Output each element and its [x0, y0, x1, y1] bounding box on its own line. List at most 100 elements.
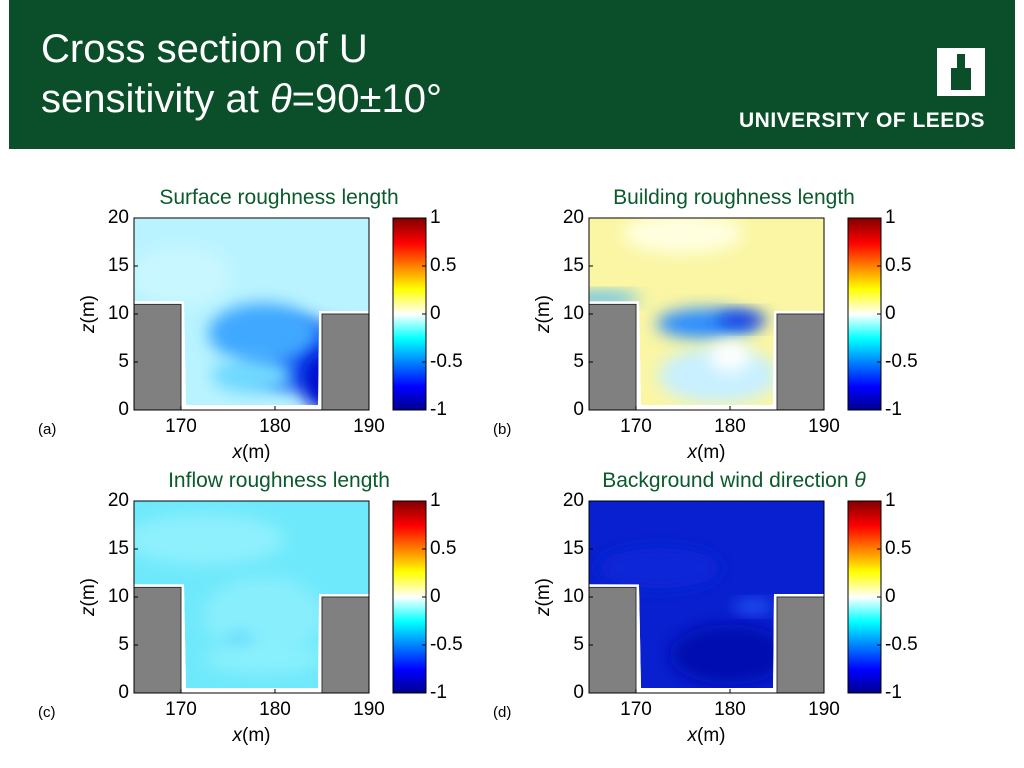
colorbar-tick-label: 0 — [885, 303, 896, 324]
field-blob — [670, 624, 790, 685]
panel-title-symbol: θ — [854, 469, 866, 492]
logo-icon — [937, 48, 985, 96]
y-axis-label: z(m) — [533, 578, 554, 617]
x-tick-label: 180 — [259, 416, 291, 437]
y-tick-label: 10 — [108, 586, 129, 607]
x-tick-label: 190 — [808, 699, 840, 720]
slide-title: Cross section of U sensitivity at θ=90±1… — [41, 24, 442, 124]
title-text: sensitivity at — [41, 77, 270, 121]
y-tick-label: 10 — [563, 303, 584, 324]
field — [589, 501, 824, 688]
y-tick-label: 5 — [573, 351, 584, 372]
colorbar-tick-label: 0.5 — [885, 538, 911, 559]
y-tick-label: 0 — [573, 399, 584, 420]
y-axis-unit: (m) — [78, 578, 99, 606]
y-tick-label: 15 — [108, 538, 129, 559]
colorbar-tick-label: 0 — [430, 586, 441, 607]
title-text: =90±10° — [291, 77, 442, 121]
field — [589, 218, 824, 405]
y-tick-label: 0 — [118, 682, 129, 703]
field-blob — [134, 514, 285, 565]
y-tick-label: 0 — [118, 399, 129, 420]
y-axis-symbol: z — [78, 323, 99, 334]
building — [588, 586, 637, 694]
y-axis-unit: (m) — [533, 295, 554, 323]
building — [133, 303, 182, 411]
colorbar-tick-label: -1 — [885, 399, 902, 420]
panel-title-text: Inflow roughness length — [168, 469, 390, 492]
colorbar-tick-label: 0 — [430, 303, 441, 324]
panel-title: Building roughness length — [613, 186, 855, 209]
x-tick-label: 170 — [620, 416, 652, 437]
x-axis-symbol: x — [232, 442, 244, 463]
x-axis-symbol: x — [232, 725, 244, 746]
y-tick-label: 20 — [108, 207, 129, 228]
y-tick-label: 5 — [573, 634, 584, 655]
y-axis-label: z(m) — [533, 295, 554, 334]
field-blob — [733, 600, 774, 613]
title-symbol: θ — [269, 77, 292, 121]
field-blob — [599, 548, 720, 589]
header-banner: Cross section of U sensitivity at θ=90±1… — [9, 0, 1015, 149]
panel-title: Inflow roughness length — [168, 469, 390, 492]
y-axis-symbol: z — [78, 606, 99, 617]
y-axis-label: z(m) — [78, 578, 99, 617]
x-axis-symbol: x — [687, 442, 699, 463]
y-tick-label: 15 — [563, 255, 584, 276]
field-blob — [134, 245, 231, 306]
building — [588, 303, 637, 411]
colorbar-tick-label: 0.5 — [430, 255, 456, 276]
title-line: sensitivity at θ=90±10° — [41, 74, 442, 124]
logo-text: UNIVERSITY OF LEEDS — [739, 109, 985, 132]
field-blob — [203, 643, 324, 674]
colorbar-tick-label: 1 — [885, 207, 896, 228]
colorbar-tick-label: 0 — [885, 586, 896, 607]
x-tick-label: 170 — [620, 699, 652, 720]
x-axis-unit: (m) — [242, 725, 270, 746]
field-blob — [208, 303, 319, 364]
y-tick-label: 15 — [563, 538, 584, 559]
panel-label: (d) — [493, 704, 511, 721]
colorbar-tick-label: -1 — [885, 682, 902, 703]
colorbar — [392, 500, 427, 694]
y-axis-unit: (m) — [78, 295, 99, 323]
x-axis-label: x(m) — [232, 725, 271, 746]
panel-title-text: Background wind direction — [602, 469, 854, 492]
x-tick-label: 170 — [165, 699, 197, 720]
field-blob — [623, 218, 743, 254]
building — [776, 596, 825, 694]
field-blob — [710, 341, 750, 372]
y-tick-label: 20 — [108, 490, 129, 511]
colorbar — [392, 217, 427, 411]
x-tick-label: 190 — [353, 699, 385, 720]
title-line: Cross section of U — [41, 27, 368, 71]
colorbar-tick-label: -1 — [430, 399, 447, 420]
y-tick-label: 20 — [563, 207, 584, 228]
colorbar-tick-label: 1 — [430, 207, 441, 228]
y-tick-label: 5 — [118, 634, 129, 655]
x-axis-unit: (m) — [697, 725, 725, 746]
y-axis-unit: (m) — [533, 578, 554, 606]
x-axis-unit: (m) — [242, 442, 270, 463]
field — [134, 218, 369, 405]
field — [134, 501, 369, 688]
panel-label: (b) — [493, 421, 511, 438]
colorbar-tick-label: 0.5 — [885, 255, 911, 276]
x-axis-label: x(m) — [687, 725, 726, 746]
x-tick-label: 170 — [165, 416, 197, 437]
colorbar — [847, 217, 882, 411]
colorbar-tick-label: -0.5 — [430, 634, 463, 655]
panel-title: Surface roughness length — [159, 186, 398, 209]
logo: UNIVERSITY OF LEEDS — [739, 48, 985, 133]
building — [321, 313, 370, 411]
field-blob — [716, 311, 767, 328]
panel-label: (c) — [38, 704, 56, 721]
y-tick-label: 15 — [108, 255, 129, 276]
colorbar — [847, 500, 882, 694]
x-tick-label: 180 — [259, 699, 291, 720]
x-tick-label: 190 — [353, 416, 385, 437]
colorbar-tick-label: 1 — [430, 490, 441, 511]
panel-title-text: Surface roughness length — [159, 186, 398, 209]
